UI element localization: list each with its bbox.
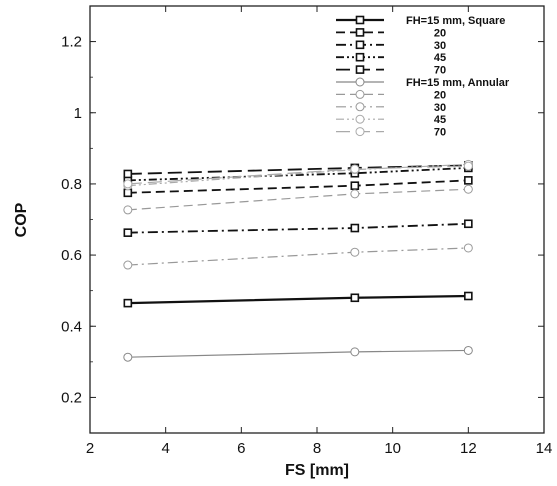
series-2 xyxy=(123,219,473,237)
series-9 xyxy=(123,161,473,189)
legend-marker-2 xyxy=(355,40,365,50)
data-point-5-0 xyxy=(123,352,133,362)
x-tick-label-1: 4 xyxy=(161,440,169,457)
legend-entry-4: 70 xyxy=(336,65,446,77)
legend-entry-1: 20 xyxy=(336,27,446,39)
series-0 xyxy=(123,291,473,308)
legend-entry-2: 30 xyxy=(336,40,446,52)
y-tick-label-4: 1 xyxy=(74,105,82,122)
legend-entry-7: 30 xyxy=(336,102,446,114)
series-line-7 xyxy=(127,247,469,266)
data-point-2-0 xyxy=(123,228,133,237)
data-point-9-0 xyxy=(123,179,133,189)
series-line-2 xyxy=(127,222,469,234)
legend-label-9: 70 xyxy=(434,127,446,139)
y-axis-title: COP xyxy=(13,202,30,237)
legend-label-4: 70 xyxy=(434,65,446,77)
x-tick-label-5: 12 xyxy=(460,440,477,457)
legend-marker-4 xyxy=(355,65,365,74)
y-tick-label-1: 0.4 xyxy=(61,318,82,335)
axis-ticks: 2 4 6 8 10 12 14 0.2 0.4 0.6 0.8 1 1.2 xyxy=(61,5,553,457)
legend-label-1: 20 xyxy=(434,27,446,39)
legend-marker-5 xyxy=(355,77,365,87)
data-point-7-2 xyxy=(463,243,473,253)
legend-label-8: 45 xyxy=(434,114,446,126)
legend-label-0: FH=15 mm, Square xyxy=(406,15,505,27)
data-point-5-1 xyxy=(350,347,360,357)
data-point-1-0 xyxy=(123,188,133,198)
series-line-6 xyxy=(127,188,469,211)
x-tick-label-3: 8 xyxy=(313,440,321,457)
legend-entry-3: 45 xyxy=(336,52,446,64)
legend-label-6: 20 xyxy=(434,89,446,101)
series-line-0 xyxy=(127,294,469,305)
legend-marker-3 xyxy=(355,52,365,62)
data-point-6-1 xyxy=(350,189,360,199)
x-axis-title: FS [mm] xyxy=(285,462,349,479)
data-point-1-1 xyxy=(350,181,360,190)
legend-entry-9: 70 xyxy=(336,127,446,139)
data-point-9-1 xyxy=(350,164,360,174)
legend-label-2: 30 xyxy=(434,40,446,52)
data-point-6-2 xyxy=(463,184,473,194)
series-5 xyxy=(123,345,473,362)
legend-entry-5: FH=15 mm, Annular xyxy=(336,77,510,89)
y-tick-label-2: 0.6 xyxy=(61,247,82,264)
data-point-0-2 xyxy=(464,291,473,301)
data-point-9-2 xyxy=(463,161,473,171)
data-point-0-0 xyxy=(123,298,133,308)
legend-label-3: 45 xyxy=(434,52,446,64)
data-point-1-2 xyxy=(464,176,473,185)
plot-frame xyxy=(89,5,545,434)
legend-marker-1 xyxy=(355,28,365,37)
y-tick-label-3: 0.8 xyxy=(61,176,82,193)
legend-marker-0 xyxy=(355,15,365,25)
data-point-0-1 xyxy=(350,293,360,303)
series-layer xyxy=(123,159,473,362)
series-7 xyxy=(123,243,473,270)
series-line-1 xyxy=(127,179,469,194)
y-tick-label-5: 1.2 xyxy=(61,34,82,51)
legend-marker-6 xyxy=(355,89,365,99)
legend-label-5: FH=15 mm, Annular xyxy=(406,77,510,89)
legend-entry-6: 20 xyxy=(336,89,446,101)
legend-marker-9 xyxy=(355,127,365,137)
data-point-7-0 xyxy=(123,260,133,270)
legend-label-7: 30 xyxy=(434,102,446,114)
series-1 xyxy=(123,176,473,198)
data-point-6-0 xyxy=(123,205,133,215)
x-tick-label-2: 6 xyxy=(237,440,245,457)
data-point-5-2 xyxy=(463,345,473,355)
y-tick-label-0: 0.2 xyxy=(61,389,82,406)
series-line-5 xyxy=(127,349,469,358)
x-tick-label-6: 14 xyxy=(536,440,553,457)
series-6 xyxy=(123,184,473,215)
x-tick-label-0: 2 xyxy=(86,440,94,457)
legend-marker-8 xyxy=(355,114,365,124)
data-point-4-0 xyxy=(123,169,133,179)
legend-entry-8: 45 xyxy=(336,114,446,126)
x-tick-label-4: 10 xyxy=(384,440,401,457)
data-point-7-1 xyxy=(350,247,360,257)
legend-marker-7 xyxy=(355,102,365,112)
legend-entry-0: FH=15 mm, Square xyxy=(336,15,505,27)
data-point-2-1 xyxy=(350,223,360,233)
data-point-2-2 xyxy=(464,219,473,229)
